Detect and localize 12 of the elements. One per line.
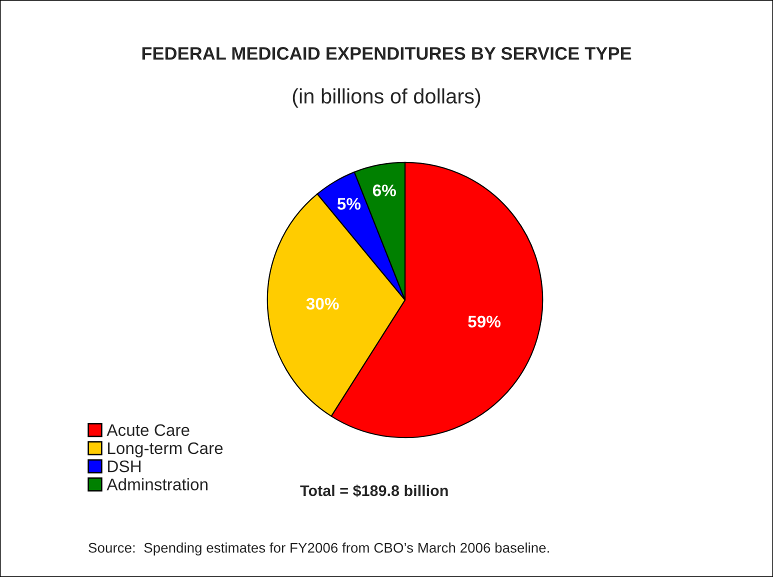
legend-label: Acute Care: [106, 424, 190, 436]
data-label: 6%: [372, 184, 396, 196]
data-label: 5%: [337, 198, 361, 210]
source-note: Source: Spending estimates for FY2006 from CBO’s March 2006 baseline.: [88, 542, 549, 556]
legend-label: DSH: [108, 460, 140, 472]
text: Total = $189.8 billion: [300, 484, 448, 498]
chart-subtitle: (in billions of dollars): [292, 88, 480, 108]
chart-title: FEDERAL MEDICAID EXPENDITURES BY SERVICE TYPE: [142, 47, 632, 60]
data-label: 30%: [306, 298, 339, 310]
legend-label: Long-term Care: [108, 442, 223, 458]
data-label: 59%: [468, 316, 501, 328]
legend-label: Adminstration: [106, 478, 208, 490]
